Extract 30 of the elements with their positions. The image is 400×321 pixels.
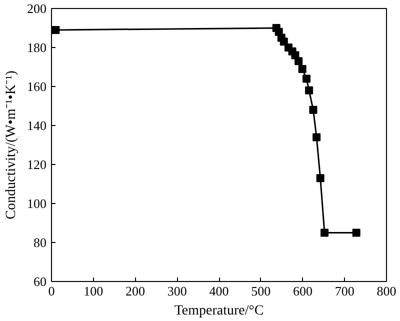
y-tick-label: 60 (34, 274, 46, 289)
y-tick-label: 160 (27, 79, 46, 94)
x-tick-label: 800 (376, 284, 396, 298)
y-axis-title: Conductivity/(W•m⁻¹•K⁻¹) (4, 70, 19, 220)
x-tick-label: 400 (209, 284, 229, 298)
x-tick-label: 300 (167, 284, 187, 298)
point (309, 106, 318, 114)
y-tick-label: 80 (34, 235, 46, 250)
point (352, 228, 360, 237)
y-tick-label: 180 (27, 40, 46, 55)
y-tick-label: 120 (27, 157, 46, 172)
point (298, 64, 306, 73)
y-tick-label: 100 (27, 196, 46, 211)
point (312, 133, 321, 142)
x-tick-label: 200 (126, 284, 145, 298)
point (294, 57, 303, 66)
x-tick-label: 700 (334, 284, 354, 298)
x-tick-label: 100 (84, 284, 104, 298)
y-tick-label: 200 (27, 1, 46, 16)
point (280, 38, 288, 46)
x-tick-label: 0 (48, 284, 55, 298)
point (52, 26, 60, 34)
point (320, 228, 329, 237)
point (302, 74, 311, 83)
x-tick-label: 600 (293, 284, 312, 298)
point (305, 86, 314, 94)
x-tick-label: 500 (251, 284, 271, 298)
point (316, 174, 324, 182)
y-tick-label: 140 (27, 118, 46, 133)
x-axis-title: Temperature/°C (174, 304, 264, 318)
